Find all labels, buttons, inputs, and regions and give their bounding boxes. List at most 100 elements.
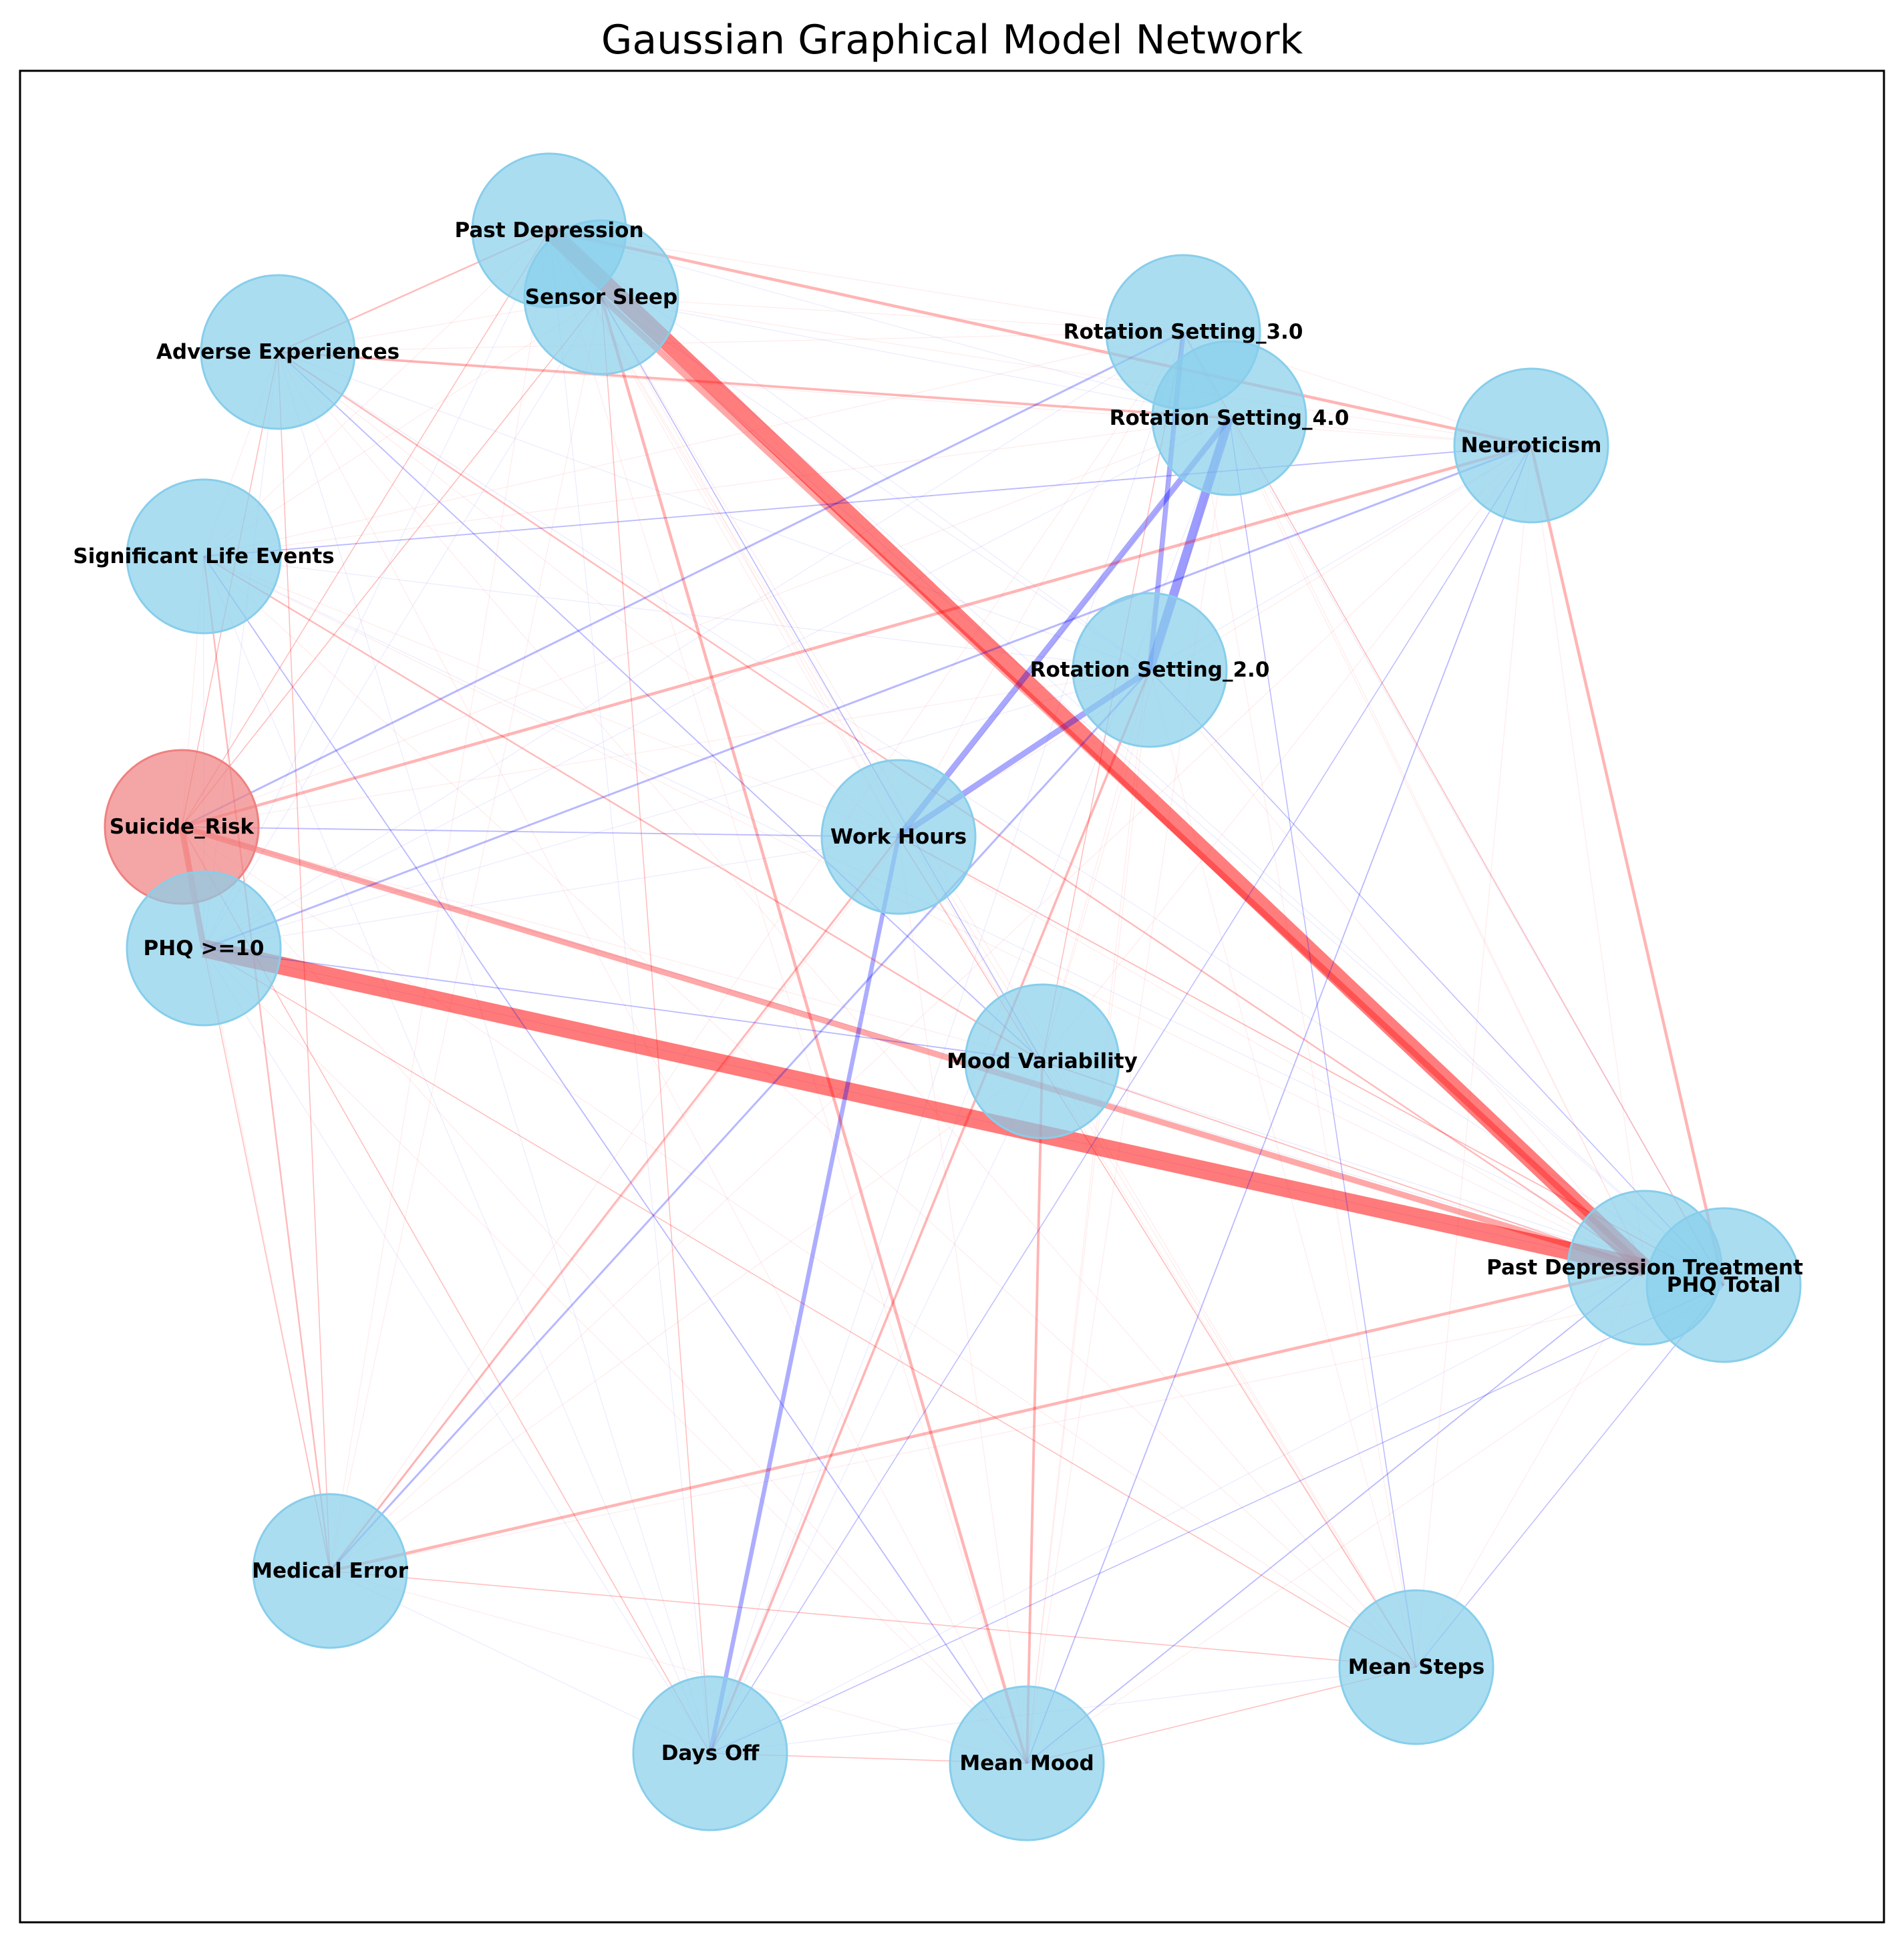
edge-faint-rotation_3-significant_life_events xyxy=(203,331,1184,557)
node-medical-error[interactable] xyxy=(252,1493,408,1649)
edge-layer xyxy=(178,224,1726,1764)
edge-significant_life_events-medical_error xyxy=(202,556,331,1572)
edge-faint-mood_variability-mean_steps xyxy=(1042,1061,1417,1668)
edge-faint-past_depression-days_off xyxy=(548,230,711,1754)
edge-past_depression-neuroticism xyxy=(548,228,1532,448)
edge-sensor_sleep-mood_variability xyxy=(601,297,1043,1062)
edge-significant_life_events-neuroticism xyxy=(203,445,1532,557)
node-mood-variability[interactable] xyxy=(964,983,1120,1139)
node-phq10[interactable] xyxy=(126,870,282,1027)
edge-faint-past_depression-mean_mood xyxy=(548,230,1027,1764)
node-adverse-experiences[interactable] xyxy=(200,274,356,430)
edge-faint-suicide_risk-mood_variability xyxy=(181,826,1043,1062)
node-label-rotation-2: Rotation Setting_2.0 xyxy=(1030,658,1270,682)
node-label-past-depression: Past Depression xyxy=(454,218,643,242)
edge-neuroticism-mean_mood xyxy=(1026,445,1532,1764)
edge-faint-neuroticism-medical_error xyxy=(329,445,1532,1572)
edge-faint-adverse_experiences-rotation_3 xyxy=(277,331,1184,353)
edge-faint-past_depression-significant_life_events xyxy=(203,230,550,557)
edge-faint-rotation_4-significant_life_events xyxy=(203,417,1230,557)
edge-faint-sensor_sleep-significant_life_events xyxy=(203,297,602,557)
plot-frame xyxy=(19,69,1885,1924)
edge-significant_life_events-mean_mood xyxy=(203,556,1027,1764)
edge-faint-rotation_3-days_off xyxy=(709,331,1184,1754)
edge-faint-past_depression-mean_steps xyxy=(548,230,1417,1668)
edge-faint-rotation_4-suicide_risk xyxy=(181,417,1230,828)
edge-phq10-past_depression_treatment xyxy=(202,939,1647,1277)
edge-rotation_4-mean_steps xyxy=(1229,417,1417,1668)
edge-faint-adverse_experiences-mean_steps xyxy=(277,351,1417,1668)
node-label-past-depression-treatment: Past Depression Treatment xyxy=(1486,1256,1803,1280)
edge-faint-work_hours-past_depression_treatment xyxy=(898,836,1645,1268)
node-mean-mood[interactable] xyxy=(949,1685,1105,1841)
chart-title: Gaussian Graphical Model Network xyxy=(601,17,1303,63)
node-label-significant-life-events: Significant Life Events xyxy=(73,544,334,568)
edge-rotation_2-medical_error xyxy=(329,669,1151,1572)
node-sensor-sleep[interactable] xyxy=(523,219,679,375)
edge-faint-rotation_4-medical_error xyxy=(329,417,1230,1572)
edge-neuroticism-days_off xyxy=(709,445,1532,1754)
edge-sensor_sleep-mean_mood xyxy=(599,297,1029,1764)
edge-faint-neuroticism-past_depression_treatment xyxy=(1531,445,1645,1268)
node-label-mean-mood: Mean Mood xyxy=(959,1751,1094,1775)
node-work-hours[interactable] xyxy=(820,759,977,915)
edge-faint-adverse_experiences-days_off xyxy=(277,351,711,1754)
node-mean-steps[interactable] xyxy=(1338,1589,1494,1745)
node-rotation-4[interactable] xyxy=(1151,340,1307,496)
node-rotation-2[interactable] xyxy=(1072,592,1228,748)
edge-suicide_risk-past_depression_treatment xyxy=(180,824,1646,1271)
edge-mean_steps-phq_total xyxy=(1416,1284,1724,1668)
edge-rotation_2-phq_total xyxy=(1149,669,1724,1286)
node-label-suicide-risk: Suicide_Risk xyxy=(110,815,255,839)
edge-faint-phq10-mean_mood xyxy=(203,948,1027,1764)
edge-sensor_sleep-past_depression_treatment xyxy=(599,295,1647,1270)
node-significant-life-events[interactable] xyxy=(126,478,282,635)
node-label-mood-variability: Mood Variability xyxy=(947,1049,1138,1073)
edge-significant_life_events-mood_variability xyxy=(203,555,1043,1063)
edge-phq10-mood_variability xyxy=(203,948,1043,1062)
edge-faint-adverse_experiences-neuroticism xyxy=(277,351,1532,446)
node-label-days-off: Days Off xyxy=(661,1741,760,1765)
label-layer: Past Depression Sensor Sleep Adverse Exper… xyxy=(73,218,1803,1775)
edge-faint-work_hours-phq10 xyxy=(203,836,899,949)
edge-work_hours-mean_steps xyxy=(898,836,1417,1668)
node-phq-total[interactable] xyxy=(1645,1207,1802,1363)
edge-faint-rotation_3-phq10 xyxy=(203,331,1184,949)
edge-faint-past_depression-medical_error xyxy=(329,230,550,1572)
edge-faint-work_hours-mean_mood xyxy=(898,836,1027,1764)
edge-faint-rotation_2-past_depression_treatment xyxy=(1149,669,1645,1268)
edge-faint-rotation_3-work_hours xyxy=(898,331,1184,838)
edge-adverse_experiences-medical_error xyxy=(277,351,331,1572)
edge-faint-rotation_2-suicide_risk xyxy=(181,669,1150,828)
edge-faint-rotation_2-mean_mood xyxy=(1026,669,1150,1764)
edge-faint-adverse_experiences-work_hours xyxy=(277,351,899,838)
edge-faint-rotation_2-phq10 xyxy=(203,669,1150,949)
node-layer xyxy=(104,152,1802,1841)
edge-rotation_3-suicide_risk xyxy=(181,331,1184,828)
edge-faint-phq_total-mean_mood xyxy=(1026,1284,1724,1764)
edge-past_depression_treatment-medical_error xyxy=(329,1266,1645,1573)
node-label-mean-steps: Mean Steps xyxy=(1348,1655,1484,1679)
edge-adverse_experiences-rotation_4 xyxy=(277,351,1230,419)
edge-rotation_3-phq_total xyxy=(1182,331,1724,1286)
edge-faint-rotation_4-past_depression_treatment xyxy=(1229,417,1645,1268)
node-neuroticism[interactable] xyxy=(1453,367,1609,524)
edge-faint-past_depression-phq10 xyxy=(203,230,550,949)
node-label-medical-error: Medical Error xyxy=(252,1559,408,1583)
edge-sensor_sleep-days_off xyxy=(601,297,711,1754)
edge-past_depression-past_depression_treatment xyxy=(543,224,1651,1274)
edge-phq10-mean_steps xyxy=(203,948,1417,1668)
edge-faint-rotation_3-mean_steps xyxy=(1182,331,1417,1668)
edge-medical_error-mean_steps xyxy=(329,1570,1417,1668)
node-label-adverse-experiences: Adverse Experiences xyxy=(156,340,400,364)
edge-suicide_risk-neuroticism xyxy=(181,444,1532,829)
edge-suicide_risk-work_hours xyxy=(181,826,899,838)
edge-faint-significant_life_events-past_depression_treatment xyxy=(203,556,1645,1268)
edge-work_hours-days_off xyxy=(707,836,901,1754)
edge-work_hours-phq_total xyxy=(898,836,1724,1286)
edge-rotation_4-work_hours xyxy=(896,416,1232,839)
node-days-off[interactable] xyxy=(632,1675,788,1831)
edge-neuroticism-phq_total xyxy=(1529,445,1726,1286)
edge-work_hours-medical_error xyxy=(329,836,900,1572)
edge-faint-suicide_risk-mean_steps xyxy=(181,826,1417,1668)
